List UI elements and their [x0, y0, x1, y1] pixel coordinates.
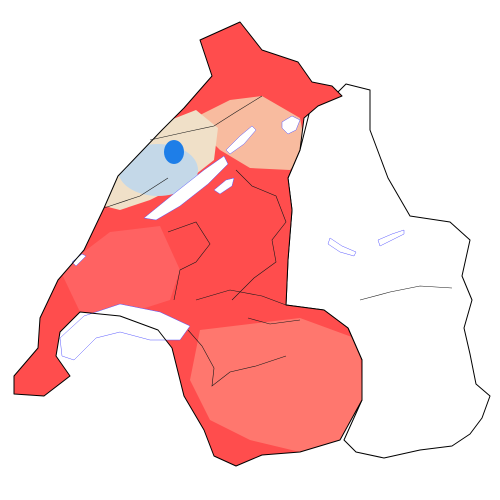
- internal-boundaries: [103, 95, 453, 387]
- boundary-vaud-valais: [187, 329, 287, 387]
- western-region-outline: [13, 21, 363, 467]
- lake-brienz: [377, 229, 405, 247]
- boundary-fribourg-west: [167, 221, 211, 301]
- lake-murten: [213, 177, 235, 195]
- boundary-fribourg-south: [195, 289, 287, 306]
- boundary-fribourg-east: [231, 169, 287, 301]
- boundary-neuchatel-vaud: [103, 177, 169, 209]
- light-red-patches: [190, 318, 362, 452]
- boundary-valais-bern: [247, 317, 301, 325]
- lake-bienne-notch: [281, 115, 301, 135]
- lake-biel: [225, 125, 257, 155]
- boundary-jura-neuchatel: [149, 95, 263, 141]
- lake-neuchatel: [143, 155, 229, 221]
- blue-hotspot: [164, 140, 184, 164]
- red-vaud-speckle: [60, 226, 180, 316]
- boundary-bern-east: [359, 285, 453, 301]
- lake-geneva: [59, 303, 191, 361]
- lake-thun: [327, 237, 357, 257]
